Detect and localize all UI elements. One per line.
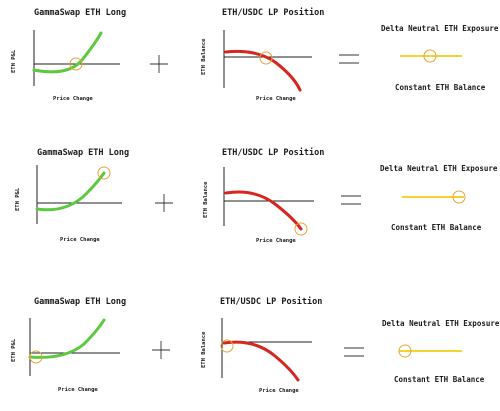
position-marker [452, 190, 466, 204]
long-chart-row-1 [32, 30, 120, 86]
plus-sign-row-3 [152, 341, 170, 359]
lp-curve [224, 190, 303, 231]
position-marker [29, 350, 43, 364]
long-chart-title: GammaSwap ETH Long [34, 8, 127, 18]
plus-sign-row-2 [155, 194, 173, 212]
result-title: Delta Neutral ETH Exposure [381, 24, 499, 33]
lp-chart-row-3 [220, 318, 312, 382]
long-chart-row-3 [28, 318, 120, 376]
result-title: Delta Neutral ETH Exposure [382, 319, 500, 328]
long-curve [28, 318, 106, 359]
long-chart-title: GammaSwap ETH Long [34, 297, 127, 307]
lp-chart-title: ETH/USDC LP Position [220, 297, 323, 307]
long-x-axis-label: Price Change [53, 96, 93, 102]
position-marker [294, 222, 308, 236]
lp-x-axis-label: Price Change [259, 388, 299, 394]
lp-curve [224, 49, 302, 92]
position-marker [220, 339, 234, 353]
long-y-axis-label: ETH P&L [15, 187, 21, 211]
lp-chart-row-1 [223, 30, 312, 92]
position-marker [423, 49, 437, 63]
equals-sign-row-2 [341, 195, 361, 205]
lp-chart-row-2 [223, 167, 314, 236]
row-3 [28, 318, 462, 382]
lp-x-axis-label: Price Change [256, 238, 296, 244]
result-subtitle: Constant ETH Balance [394, 375, 485, 384]
result-subtitle: Constant ETH Balance [391, 223, 482, 232]
long-curve [35, 171, 106, 212]
long-chart-row-2 [35, 165, 122, 224]
lp-y-axis-label: ETH Balance [203, 181, 209, 218]
result-subtitle: Constant ETH Balance [395, 83, 486, 92]
long-x-axis-label: Price Change [58, 387, 98, 393]
lp-x-axis-label: Price Change [256, 96, 296, 102]
long-y-axis-label: ETH P&L [11, 338, 17, 362]
position-marker [259, 51, 273, 65]
equals-sign-row-3 [344, 347, 364, 357]
long-x-axis-label: Price Change [60, 237, 100, 243]
lp-curve [222, 340, 300, 382]
equals-sign-row-1 [339, 54, 359, 64]
lp-y-axis-label: ETH Balance [201, 38, 207, 75]
result-title: Delta Neutral ETH Exposure [380, 164, 498, 173]
lp-y-axis-label: ETH Balance [201, 331, 207, 368]
lp-chart-title: ETH/USDC LP Position [222, 8, 325, 18]
neutral-chart-row-1 [400, 49, 462, 63]
long-y-axis-label: ETH P&L [11, 49, 17, 73]
position-marker [69, 57, 83, 71]
long-curve [32, 31, 103, 74]
long-chart-title: GammaSwap ETH Long [37, 148, 130, 158]
plus-sign-row-1 [150, 55, 168, 73]
position-marker [398, 344, 412, 358]
neutral-chart-row-2 [402, 190, 466, 204]
row-2 [35, 165, 466, 236]
position-marker [97, 166, 111, 180]
neutral-chart-row-3 [398, 344, 462, 358]
row-1 [32, 30, 462, 92]
lp-chart-title: ETH/USDC LP Position [222, 148, 325, 158]
